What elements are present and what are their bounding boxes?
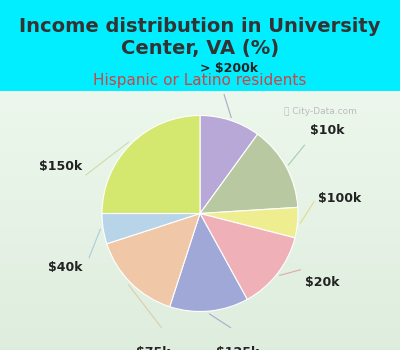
- Text: Hispanic or Latino residents: Hispanic or Latino residents: [93, 73, 307, 88]
- Text: ⓘ City-Data.com: ⓘ City-Data.com: [284, 107, 356, 116]
- Wedge shape: [200, 214, 295, 299]
- Text: $20k: $20k: [305, 275, 340, 289]
- Text: > $200k: > $200k: [200, 62, 258, 75]
- Text: $40k: $40k: [48, 261, 82, 274]
- Text: $10k: $10k: [310, 124, 345, 137]
- Wedge shape: [200, 134, 298, 214]
- Text: $125k: $125k: [216, 346, 259, 350]
- Wedge shape: [200, 207, 298, 238]
- Text: $100k: $100k: [318, 192, 361, 205]
- Text: Income distribution in University
Center, VA (%): Income distribution in University Center…: [19, 17, 381, 58]
- Wedge shape: [200, 116, 258, 214]
- Wedge shape: [102, 214, 200, 244]
- Text: $150k: $150k: [39, 160, 82, 173]
- Wedge shape: [107, 214, 200, 307]
- Text: $75k: $75k: [136, 346, 170, 350]
- Wedge shape: [170, 214, 247, 312]
- Wedge shape: [102, 116, 200, 214]
